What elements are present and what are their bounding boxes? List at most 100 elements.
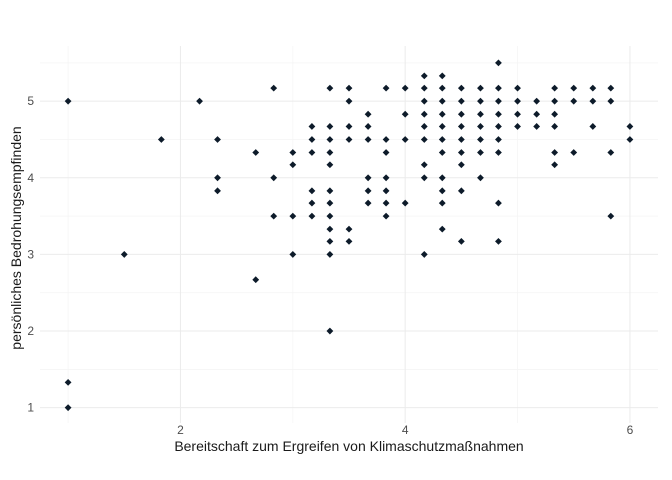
- data-point: [326, 123, 334, 130]
- data-point: [438, 123, 446, 130]
- data-point: [551, 110, 559, 118]
- data-point: [457, 110, 465, 118]
- x-tick-label: 4: [402, 423, 409, 437]
- data-point: [495, 136, 502, 143]
- data-point: [457, 97, 465, 105]
- data-point: [477, 136, 484, 143]
- data-point: [570, 149, 578, 156]
- data-point: [382, 187, 390, 195]
- data-point: [533, 123, 541, 130]
- data-point: [533, 97, 541, 105]
- data-point: [401, 84, 409, 92]
- data-point: [457, 237, 465, 245]
- data-point: [345, 123, 353, 130]
- data-point: [308, 136, 316, 143]
- data-point: [345, 237, 353, 245]
- data-point: [308, 187, 316, 195]
- y-tick-label: 3: [27, 247, 34, 261]
- data-point: [495, 110, 502, 118]
- data-point: [326, 136, 334, 143]
- data-point: [420, 97, 428, 105]
- data-point: [270, 174, 278, 182]
- data-point: [420, 174, 428, 182]
- data-point: [326, 225, 334, 233]
- data-point: [551, 84, 559, 92]
- data-point: [270, 84, 278, 92]
- y-axis-ticks: 1 2 3 4 5: [27, 94, 34, 415]
- data-point: [495, 149, 502, 156]
- data-point: [570, 97, 578, 105]
- data-point: [401, 136, 409, 143]
- data-point: [477, 174, 484, 182]
- data-point: [626, 123, 634, 130]
- data-point: [326, 212, 334, 220]
- data-point: [289, 161, 297, 169]
- data-point: [477, 110, 484, 118]
- y-tick-label: 5: [27, 94, 34, 108]
- data-point: [420, 84, 428, 92]
- data-point: [457, 161, 465, 169]
- data-point: [438, 84, 446, 92]
- data-point: [326, 149, 334, 156]
- data-point: [607, 149, 615, 156]
- data-point: [326, 327, 334, 335]
- data-point: [438, 72, 446, 80]
- data-point: [364, 136, 372, 143]
- data-point: [64, 378, 72, 386]
- data-point: [196, 97, 203, 105]
- data-point: [570, 84, 578, 92]
- data-point: [326, 161, 334, 169]
- data-point: [382, 136, 390, 143]
- x-tick-label: 2: [177, 423, 184, 437]
- data-point: [364, 123, 372, 130]
- y-axis-title: persönliches Bedrohungsempfinden: [8, 126, 24, 349]
- data-point: [551, 161, 559, 169]
- data-point: [345, 84, 353, 92]
- data-point: [420, 72, 428, 80]
- data-point: [308, 199, 316, 207]
- data-point: [551, 97, 559, 105]
- data-point: [477, 149, 484, 156]
- data-point: [326, 187, 334, 195]
- data-point: [214, 174, 221, 182]
- data-point: [551, 123, 559, 130]
- data-point: [514, 123, 521, 130]
- data-point: [607, 212, 615, 220]
- data-point: [438, 174, 446, 182]
- data-point: [457, 136, 465, 143]
- data-point: [364, 187, 372, 195]
- data-point: [64, 97, 72, 105]
- data-point: [289, 149, 297, 156]
- data-point: [252, 276, 260, 284]
- data-point: [252, 149, 260, 156]
- data-point: [438, 187, 446, 195]
- data-point: [382, 212, 390, 220]
- data-point: [401, 199, 409, 207]
- data-point: [495, 97, 502, 105]
- data-point: [326, 199, 334, 207]
- data-point: [64, 404, 72, 412]
- data-point: [551, 149, 559, 156]
- data-point: [438, 225, 446, 233]
- data-point: [438, 97, 446, 105]
- data-point: [533, 110, 541, 118]
- data-point: [401, 110, 409, 118]
- data-point: [364, 174, 372, 182]
- data-point: [326, 251, 334, 258]
- data-point: [214, 187, 221, 195]
- data-point: [589, 97, 597, 105]
- data-point: [589, 123, 597, 130]
- data-point: [457, 84, 465, 92]
- data-point: [589, 84, 597, 92]
- data-point: [382, 199, 390, 207]
- x-axis-title: Bereitschaft zum Ergreifen von Klimaschu…: [174, 438, 523, 454]
- data-point: [308, 123, 316, 130]
- data-point: [120, 251, 128, 258]
- data-point: [345, 97, 353, 105]
- data-point: [157, 136, 165, 143]
- data-point: [438, 199, 446, 207]
- grid-lines: [40, 46, 658, 423]
- data-point: [514, 110, 521, 118]
- data-point: [420, 136, 428, 143]
